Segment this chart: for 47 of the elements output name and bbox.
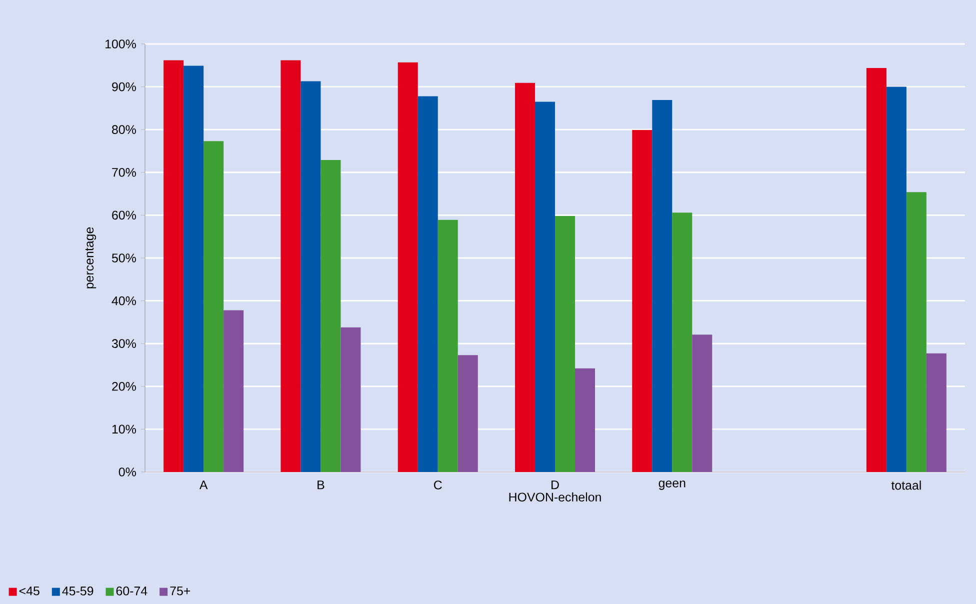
bar xyxy=(906,192,926,472)
legend-label: 75+ xyxy=(170,586,190,596)
x-tick-label: B xyxy=(318,480,324,490)
x-tick-label: D xyxy=(552,480,559,490)
bar xyxy=(184,66,204,472)
y-tick-label: 30% xyxy=(112,339,136,348)
bar xyxy=(438,220,458,472)
bar xyxy=(398,62,418,472)
bar xyxy=(535,102,556,472)
bar xyxy=(224,310,244,472)
bar xyxy=(458,355,478,472)
legend-label: <45 xyxy=(19,586,40,596)
y-tick-label: 90% xyxy=(112,82,136,92)
bar xyxy=(204,141,224,472)
y-tick-label: 20% xyxy=(112,382,136,391)
bar xyxy=(692,334,712,472)
bar xyxy=(300,81,321,472)
y-axis-title: percentage xyxy=(85,227,96,288)
bar xyxy=(555,216,576,472)
bar xyxy=(672,212,692,472)
x-axis-title: HOVON-echelon xyxy=(509,492,601,502)
bar xyxy=(320,160,341,472)
y-tick-label: 10% xyxy=(112,424,136,434)
y-tick-label: 60% xyxy=(112,210,136,220)
y-tick-label: 100% xyxy=(106,40,136,48)
y-tick-label: 50% xyxy=(112,254,136,262)
bar xyxy=(280,60,301,472)
y-tick-label: 70% xyxy=(112,168,136,177)
x-tick-label: totaal xyxy=(891,480,921,490)
bar xyxy=(418,96,438,472)
bar xyxy=(652,100,672,472)
bar xyxy=(632,130,652,472)
y-tick-label: 80% xyxy=(112,125,136,134)
bar xyxy=(575,368,596,472)
x-tick-label: geen xyxy=(658,480,686,490)
legend-label: 45-59 xyxy=(62,586,94,596)
bar xyxy=(926,353,946,472)
bar xyxy=(866,68,886,472)
bar xyxy=(886,86,906,472)
bar xyxy=(340,327,361,472)
bar xyxy=(164,60,184,472)
x-tick-label: A xyxy=(199,480,208,490)
x-tick-label: C xyxy=(434,480,442,490)
y-tick-label: 0% xyxy=(118,468,136,476)
legend-label: 60-74 xyxy=(116,586,148,596)
y-tick-label: 40% xyxy=(112,296,136,306)
bar xyxy=(515,82,536,472)
